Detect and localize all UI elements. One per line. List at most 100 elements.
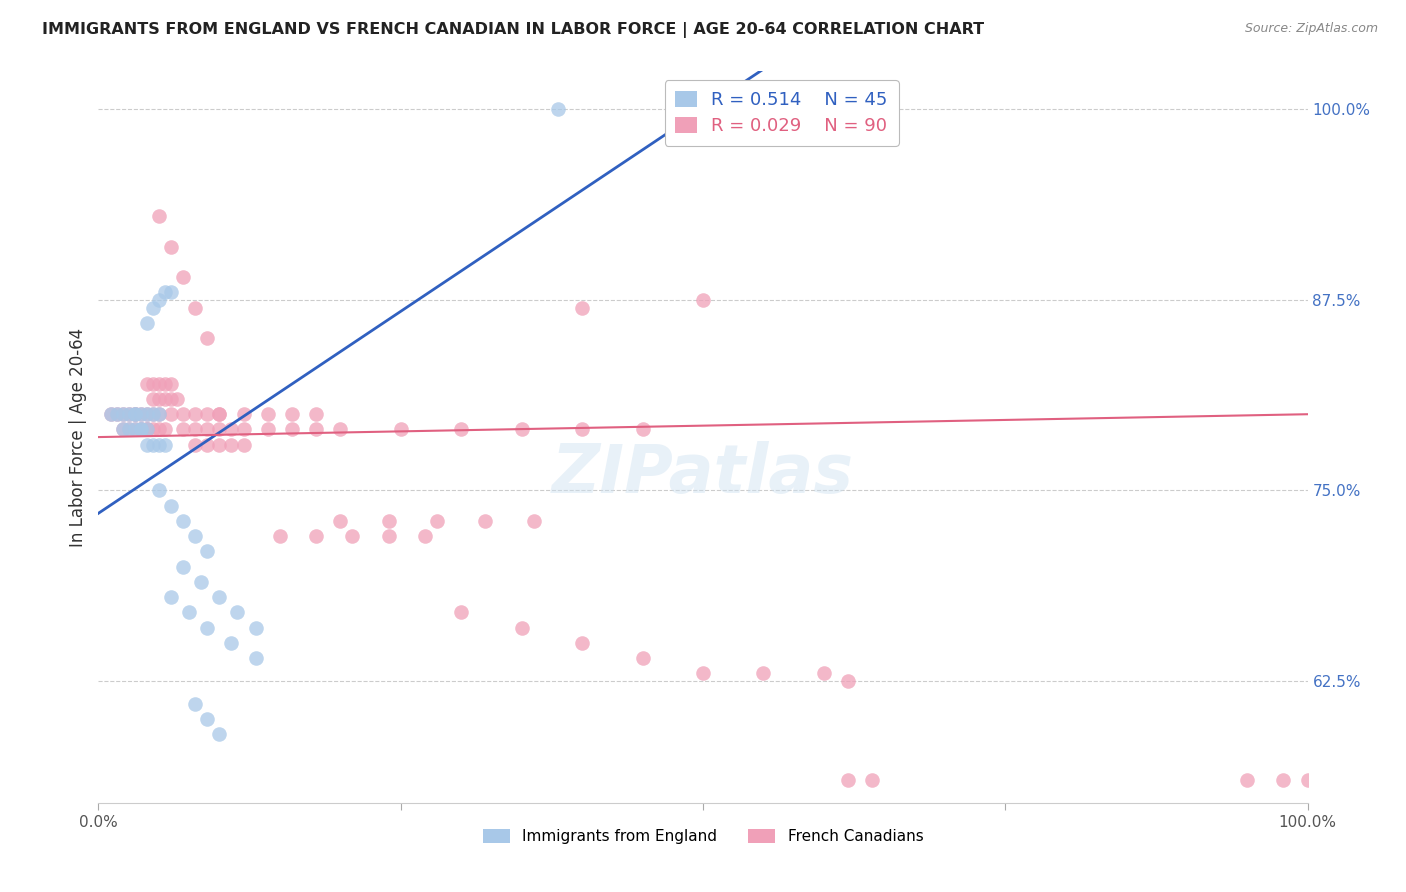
Point	[195, 712, 218, 726]
Point	[190, 574, 212, 589]
Text: IMMIGRANTS FROM ENGLAND VS FRENCH CANADIAN IN LABOR FORCE | AGE 20-64 CORRELATIO: IMMIGRANTS FROM ENGLAND VS FRENCH CANADI…	[42, 22, 984, 38]
Point	[118, 407, 141, 421]
Point	[153, 392, 176, 406]
Point	[105, 407, 128, 421]
Point	[124, 422, 146, 436]
Point	[160, 407, 183, 421]
Point	[208, 727, 231, 741]
Point	[208, 590, 231, 604]
Point	[184, 529, 207, 543]
Point	[135, 316, 157, 330]
Point	[148, 438, 170, 452]
Y-axis label: In Labor Force | Age 20-64: In Labor Force | Age 20-64	[69, 327, 87, 547]
Point	[166, 392, 188, 406]
Point	[232, 407, 254, 421]
Point	[426, 514, 449, 528]
Point	[232, 438, 254, 452]
Point	[135, 422, 157, 436]
Point	[148, 376, 170, 391]
Point	[142, 376, 165, 391]
Point	[142, 407, 165, 421]
Point	[172, 407, 194, 421]
Point	[195, 438, 218, 452]
Point	[124, 407, 146, 421]
Point	[124, 407, 146, 421]
Point	[153, 285, 176, 300]
Point	[221, 422, 243, 436]
Point	[172, 514, 194, 528]
Point	[256, 422, 278, 436]
Point	[142, 422, 165, 436]
Point	[523, 514, 546, 528]
Point	[184, 438, 207, 452]
Point	[111, 422, 134, 436]
Point	[118, 422, 141, 436]
Point	[148, 407, 170, 421]
Point	[172, 270, 194, 285]
Point	[135, 438, 157, 452]
Point	[111, 422, 134, 436]
Point	[208, 422, 231, 436]
Point	[195, 544, 218, 558]
Point	[135, 422, 157, 436]
Point	[153, 438, 176, 452]
Point	[172, 559, 194, 574]
Point	[329, 422, 352, 436]
Point	[129, 422, 152, 436]
Point	[160, 392, 183, 406]
Point	[837, 103, 859, 117]
Point	[184, 697, 207, 711]
Point	[111, 407, 134, 421]
Point	[377, 529, 399, 543]
Point	[631, 422, 654, 436]
Point	[160, 590, 183, 604]
Point	[100, 407, 122, 421]
Point	[450, 422, 472, 436]
Point	[692, 293, 714, 307]
Point	[148, 407, 170, 421]
Point	[571, 422, 593, 436]
Point	[124, 407, 146, 421]
Point	[160, 285, 183, 300]
Point	[129, 407, 152, 421]
Point	[184, 407, 207, 421]
Point	[195, 331, 218, 345]
Point	[837, 772, 859, 787]
Point	[148, 209, 170, 223]
Point	[631, 651, 654, 665]
Point	[281, 407, 304, 421]
Point	[221, 636, 243, 650]
Legend: Immigrants from England, French Canadians: Immigrants from England, French Canadian…	[477, 822, 929, 850]
Point	[142, 301, 165, 315]
Point	[153, 376, 176, 391]
Point	[208, 407, 231, 421]
Point	[813, 666, 835, 681]
Point	[148, 392, 170, 406]
Point	[195, 621, 218, 635]
Point	[148, 293, 170, 307]
Point	[118, 422, 141, 436]
Point	[256, 407, 278, 421]
Point	[100, 407, 122, 421]
Point	[413, 529, 436, 543]
Point	[148, 483, 170, 498]
Point	[160, 376, 183, 391]
Point	[510, 422, 533, 436]
Point	[129, 422, 152, 436]
Point	[160, 499, 183, 513]
Point	[450, 605, 472, 619]
Point	[135, 407, 157, 421]
Point	[692, 666, 714, 681]
Point	[111, 407, 134, 421]
Point	[135, 376, 157, 391]
Point	[124, 422, 146, 436]
Point	[510, 621, 533, 635]
Point	[752, 666, 775, 681]
Point	[547, 103, 569, 117]
Point	[105, 407, 128, 421]
Text: ZIPatlas: ZIPatlas	[553, 441, 853, 507]
Point	[1272, 772, 1295, 787]
Point	[208, 407, 231, 421]
Point	[142, 392, 165, 406]
Point	[195, 407, 218, 421]
